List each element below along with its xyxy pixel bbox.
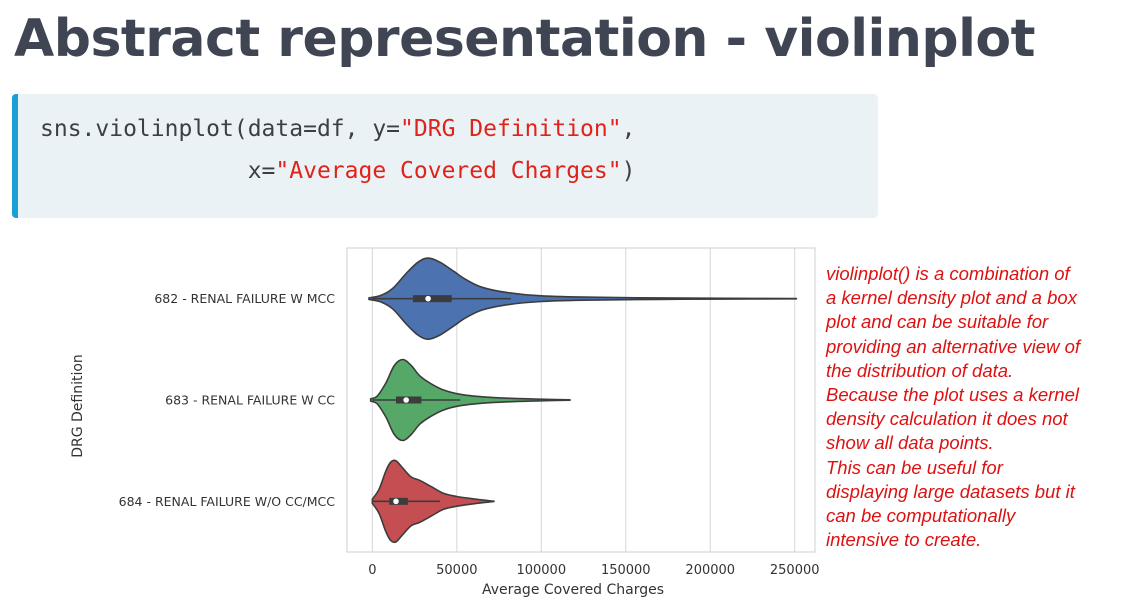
x-tick-label: 50000	[436, 563, 477, 578]
code-string: "DRG Definition"	[400, 116, 622, 142]
code-block: sns.violinplot(data=df, y="DRG Definitio…	[12, 94, 878, 218]
note-line: This can be useful for	[826, 456, 1003, 478]
explanation-note: violinplot() is a combination of a kernel…	[826, 262, 1126, 552]
note-line: density calculation it does not	[826, 408, 1068, 430]
violin-median-point	[425, 295, 431, 302]
note-line: can be computationally	[826, 505, 1016, 527]
x-tick-label: 150000	[601, 563, 651, 578]
note-line: displaying large datasets but it	[826, 480, 1075, 502]
code-text: x=	[40, 158, 276, 184]
slide-title: Abstract representation - violinplot	[14, 9, 1035, 69]
x-tick-label: 250000	[770, 563, 820, 578]
code-line-1: sns.violinplot(data=df, y="DRG Definitio…	[40, 114, 635, 144]
violin-median-point	[403, 397, 409, 403]
x-axis-label: Average Covered Charges	[482, 582, 664, 598]
x-tick-label: 100000	[516, 563, 566, 578]
x-tick-label: 200000	[685, 563, 735, 578]
note-line: show all data points.	[826, 432, 994, 454]
note-line: providing an alternative view of	[826, 335, 1081, 357]
note-line: plot and can be suitable for	[826, 311, 1049, 333]
violin-chart-svg: 0 50000 100000 150000 200000 250000 682 - RENA…	[70, 247, 820, 598]
violin-iqr-box	[412, 295, 452, 303]
code-text: ,	[621, 116, 636, 142]
violin-body	[369, 358, 571, 442]
code-text: )	[621, 158, 636, 184]
violin-body	[368, 257, 798, 340]
violin-chart: 0 50000 100000 150000 200000 250000 682 - RENA…	[60, 238, 830, 604]
y-tick-label: 684 - RENAL FAILURE W/O CC/MCC	[119, 494, 336, 509]
code-text: sns.violinplot(data=df, y=	[40, 116, 401, 142]
code-line-2: x="Average Covered Charges")	[40, 156, 636, 186]
code-string: "Average Covered Charges"	[275, 158, 622, 184]
violin-median-point	[393, 498, 399, 505]
note-line: a kernel density plot and a box	[826, 287, 1077, 309]
x-tick-label: 0	[368, 563, 376, 578]
note-line: the distribution of data.	[826, 359, 1014, 381]
y-tick-label: 683 - RENAL FAILURE W CC	[165, 393, 335, 408]
plot-frame	[346, 247, 816, 553]
y-axis-label: DRG Definition	[70, 354, 86, 458]
note-line: Because the plot uses a kernel	[826, 384, 1079, 406]
note-line: intensive to create.	[826, 529, 982, 551]
y-tick-label: 682 - RENAL FAILURE W MCC	[154, 291, 335, 306]
note-line: violinplot() is a combination of	[826, 263, 1070, 284]
